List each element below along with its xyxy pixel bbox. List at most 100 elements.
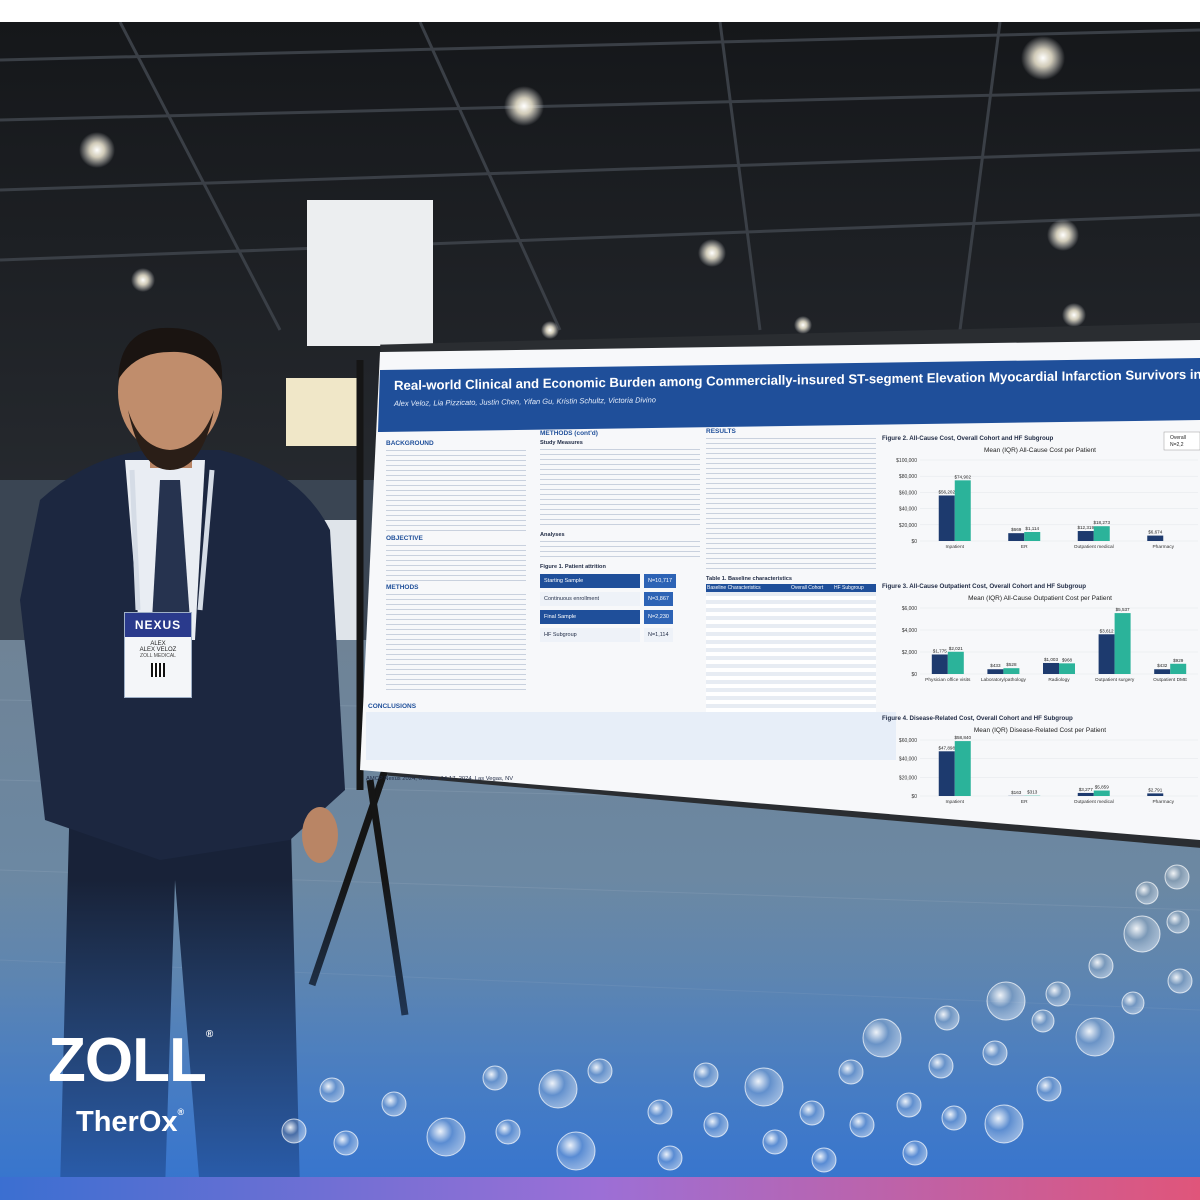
data-label: $18,273 xyxy=(1093,520,1110,525)
face xyxy=(118,330,222,454)
therox-logo-text: TherOx xyxy=(76,1106,178,1138)
poster-title-band xyxy=(378,358,1200,432)
bar-overall xyxy=(1154,669,1171,674)
bubble xyxy=(482,1065,508,1091)
zoll-logo: ZOLL® xyxy=(48,1030,213,1092)
ceiling-trusses xyxy=(0,21,1200,331)
y-tick-label: $80,000 xyxy=(899,474,917,480)
bubble xyxy=(381,1091,407,1117)
table-header-cell: Overall Cohort xyxy=(791,585,824,591)
beard xyxy=(128,410,214,470)
analyses-lines xyxy=(540,541,700,561)
category-label: Inpatient xyxy=(946,799,965,805)
analyses-head: Analyses xyxy=(540,532,565,538)
y-tick-label: $60,000 xyxy=(899,738,917,744)
section-methods: METHODS xyxy=(386,584,419,591)
bar-overall xyxy=(1147,793,1164,796)
bubble xyxy=(982,1040,1008,1066)
methods-text-lines xyxy=(386,594,526,694)
bar-overall xyxy=(1098,634,1115,674)
category-label: Laboratory/pathology xyxy=(981,677,1027,683)
data-label: $5,537 xyxy=(1116,607,1130,612)
bubble xyxy=(986,981,1026,1021)
bubble xyxy=(1166,910,1190,934)
table-header-cell: Baseline Characteristics xyxy=(707,585,761,591)
category-label: Pharmacy xyxy=(1152,799,1174,805)
attrition-step: Final Sample N=2,230 xyxy=(540,610,700,624)
data-label: $163 xyxy=(1011,790,1022,795)
bubble xyxy=(984,1104,1024,1144)
bubble xyxy=(896,1092,922,1118)
attrition-label: Continuous enrollment xyxy=(540,592,640,606)
data-label: $74,902 xyxy=(954,474,971,479)
bubble xyxy=(1123,915,1161,953)
attrition-step: Continuous enrollment N=3,867 xyxy=(540,592,700,606)
bubble xyxy=(849,1112,875,1138)
badge-organization: ZOLL MEDICAL xyxy=(140,653,176,659)
brand-gradient-bar xyxy=(0,1177,1200,1200)
tie xyxy=(152,480,190,650)
y-tick-label: $0 xyxy=(911,539,917,545)
data-label: $47,898 xyxy=(938,745,955,750)
attrition-flow: Starting Sample N=10,717 Continuous enro… xyxy=(540,574,700,642)
category-label: Outpatient DME xyxy=(1153,677,1187,683)
table-title: Table 1. Baseline characteristics xyxy=(706,576,793,582)
bubble xyxy=(1045,981,1071,1007)
figure-title: Figure 2. All-Cause Cost, Overall Cohort… xyxy=(882,435,1054,442)
category-label: Outpatient medical xyxy=(1074,544,1114,550)
badge-event: NEXUS xyxy=(125,613,191,637)
bubble xyxy=(1135,881,1159,905)
hair xyxy=(118,327,223,382)
attrition-label: Final Sample xyxy=(540,610,640,624)
bubble xyxy=(1121,991,1145,1015)
hanging-sign xyxy=(307,200,433,346)
poster-col-left: BACKGROUND OBJECTIVE METHODS xyxy=(386,440,526,700)
bubble xyxy=(657,1145,683,1171)
bar-overall xyxy=(938,495,955,541)
hand xyxy=(302,807,338,863)
attrition-n: N=2,230 xyxy=(644,610,673,624)
y-tick-label: $2,000 xyxy=(902,650,918,656)
bubble xyxy=(941,1105,967,1131)
category-label: Outpatient surgery xyxy=(1095,677,1135,683)
bar-hf xyxy=(1170,663,1187,674)
data-label: $1,775 xyxy=(933,648,947,653)
bubble xyxy=(762,1129,788,1155)
bubble xyxy=(1031,1009,1055,1033)
study-measures-lines xyxy=(540,449,700,529)
section-conclusions: CONCLUSIONS xyxy=(368,703,417,710)
attrition-n: N=1,114 xyxy=(644,628,673,642)
bar-overall xyxy=(987,669,1004,674)
bar-hf xyxy=(1114,613,1131,674)
bubble xyxy=(556,1131,596,1171)
bubble xyxy=(587,1058,613,1084)
bubble xyxy=(934,1005,960,1031)
poster-col-results: RESULTS Table 1. Baseline characteristic… xyxy=(706,428,876,758)
data-label: $3,612 xyxy=(1100,628,1114,633)
bubble xyxy=(799,1100,825,1126)
data-label: $968 xyxy=(1062,657,1073,662)
figure-chart-title: Mean (IQR) All-Cause Cost per Patient xyxy=(984,447,1096,454)
data-label: $2,791 xyxy=(1148,787,1162,792)
bar-hf xyxy=(1059,663,1075,674)
y-tick-label: $40,000 xyxy=(899,507,917,513)
bubble xyxy=(647,1099,673,1125)
poster-figures: Figure 2. All-Cause Cost, Overall Cohort… xyxy=(882,431,1200,805)
attrition-label: HF Subgroup xyxy=(540,628,640,642)
category-label: Physician office visits xyxy=(925,677,971,683)
top-border xyxy=(0,0,1200,22)
y-tick-label: $0 xyxy=(911,672,917,678)
y-tick-label: $100,000 xyxy=(896,458,917,464)
objective-text-lines xyxy=(386,545,526,581)
y-tick-label: $0 xyxy=(911,794,917,800)
figure-title: Figure 4. Disease-Related Cost, Overall … xyxy=(882,715,1073,722)
bubble xyxy=(811,1147,837,1173)
section-objective: OBJECTIVE xyxy=(386,535,423,542)
category-label: Pharmacy xyxy=(1152,544,1174,550)
results-text-lines xyxy=(706,438,876,573)
bar-hf xyxy=(1003,668,1020,674)
table-body xyxy=(706,592,876,712)
badge-qr xyxy=(151,663,165,677)
poster-footer: AMCP Nexus 2024, October 14-17, 2024, La… xyxy=(366,776,514,782)
ceiling-lights xyxy=(79,36,1086,339)
